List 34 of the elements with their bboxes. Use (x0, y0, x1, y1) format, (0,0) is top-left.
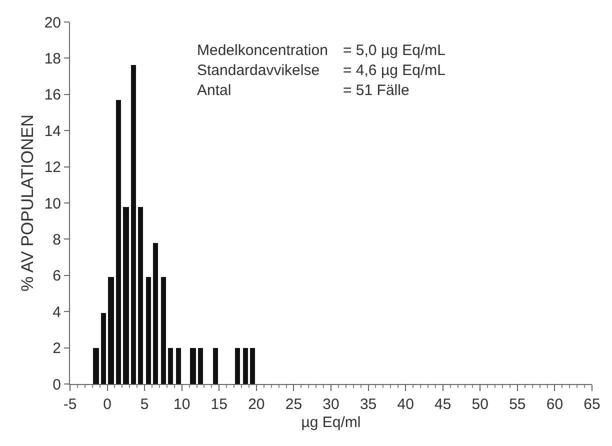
x-tick-label: 5 (140, 396, 149, 413)
y-tick-label: 2 (52, 340, 61, 358)
annotation: Antal (197, 82, 232, 99)
x-axis-title: µg Eq/ml (301, 414, 361, 431)
y-tick-label: 20 (44, 14, 61, 32)
x-tick-label: 10 (174, 396, 190, 413)
y-tick-label: 16 (44, 86, 61, 104)
x-tick-label: 40 (397, 396, 414, 413)
annotation: = 5,0 µg Eq/mL (343, 42, 446, 59)
x-tick-label: 20 (248, 396, 265, 413)
x-tick-label: 45 (434, 396, 452, 413)
y-tick-label: 6 (52, 268, 61, 285)
y-tick-label: 14 (44, 122, 61, 140)
y-axis-title: % AV POPULATIONEN (18, 114, 37, 292)
x-tick-label: 0 (103, 396, 112, 413)
x-tick-label: -5 (63, 396, 77, 413)
x-tick-label: 65 (584, 396, 600, 413)
annotation: Standardavvikelse (197, 62, 320, 79)
annotation: = 51 Fälle (343, 82, 410, 99)
x-tick-label: 15 (210, 396, 228, 413)
x-tick-label: 50 (472, 396, 488, 413)
x-tick-label: 60 (546, 396, 564, 413)
annotation: Medelkoncentration (197, 42, 328, 59)
y-tick-label: 0 (52, 376, 61, 394)
y-tick-label: 18 (44, 50, 61, 68)
x-tick-label: 55 (509, 396, 526, 413)
y-tick-label: 12 (44, 159, 61, 176)
x-tick-label: 35 (360, 396, 377, 413)
x-tick-label: 25 (285, 396, 302, 413)
y-tick-label: 8 (52, 231, 61, 248)
annotation: = 4,6 µg Eq/mL (343, 62, 446, 79)
y-tick-label: 4 (52, 304, 61, 321)
x-tick-label: 30 (322, 396, 340, 413)
y-tick-label: 10 (44, 195, 61, 212)
